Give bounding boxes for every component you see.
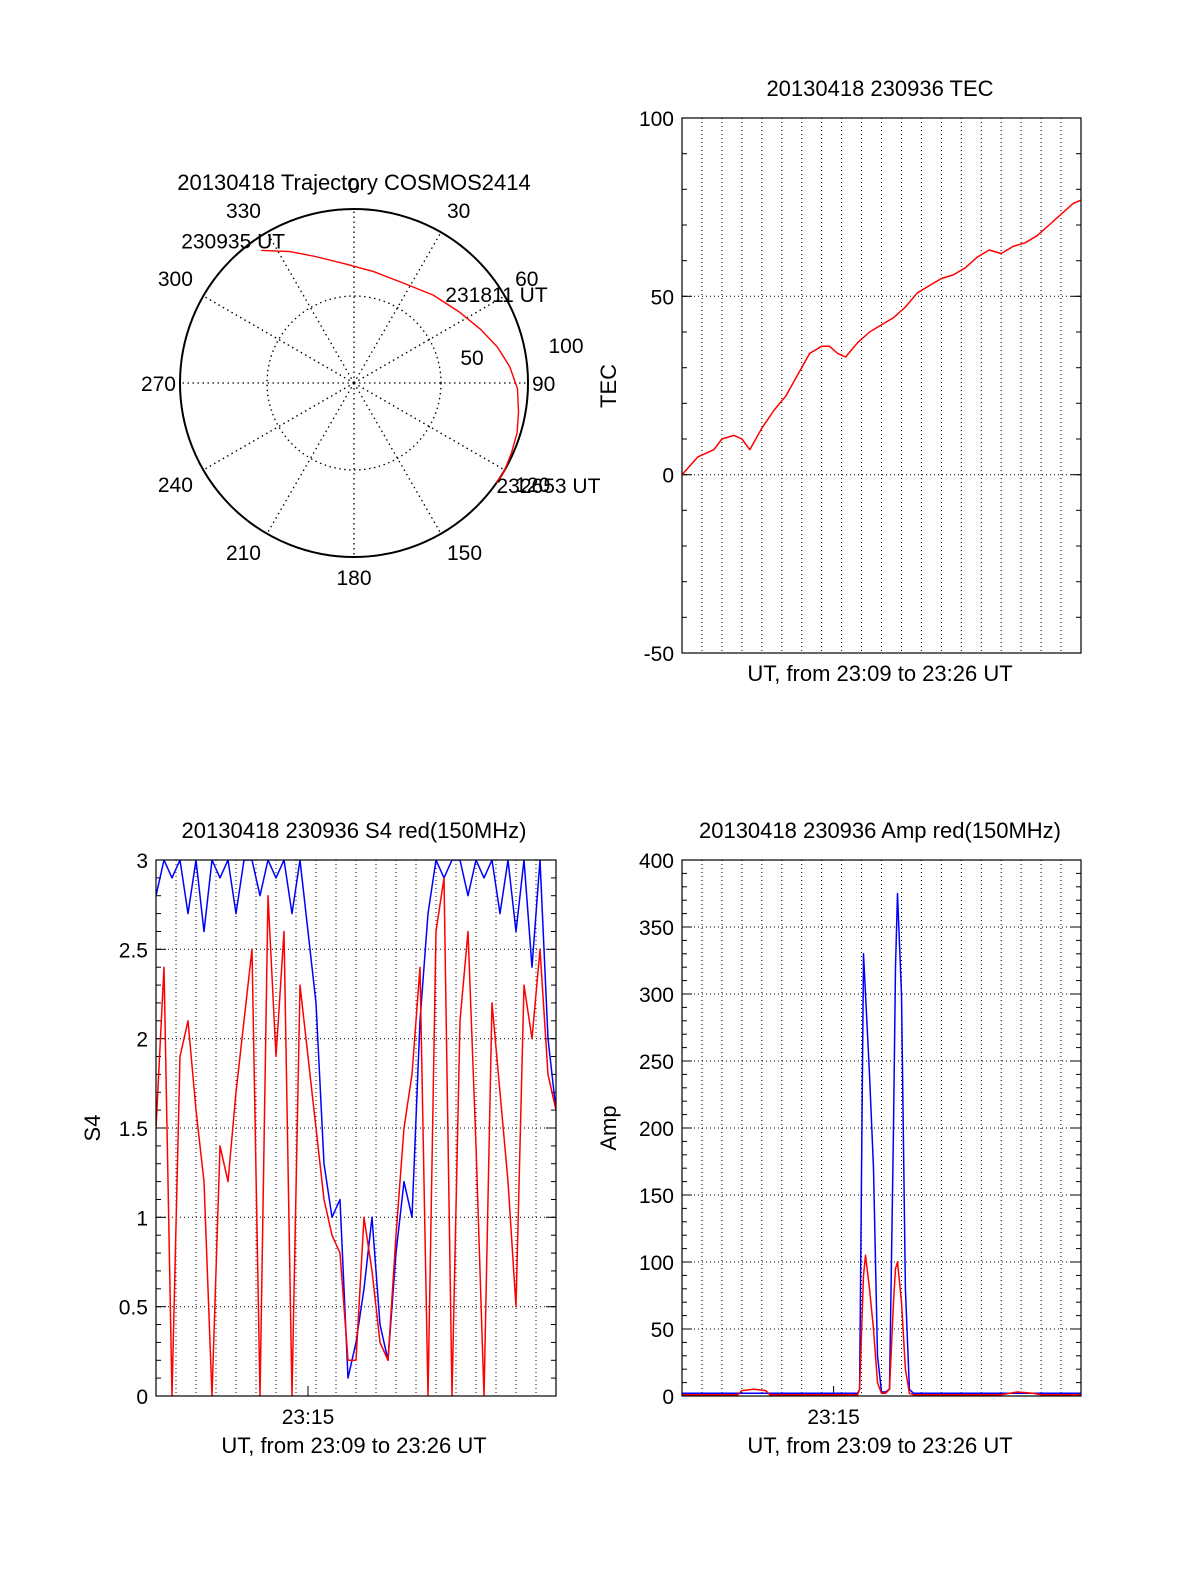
trajectory-annotation: 231811 UT — [445, 284, 548, 307]
polar-angle-label: 150 — [447, 542, 482, 565]
polar-spoke — [202, 295, 355, 384]
polar-radial-label: 100 — [548, 335, 583, 358]
trajectory-panel: 20130418 Trajectory COSMOS2414 0 30 60 90 12… — [141, 170, 601, 590]
amp-title: 20130418 230936 Amp red(150MHz) — [699, 818, 1061, 843]
polar-angle-label: 90 — [532, 373, 555, 396]
y-tick-label: 3 — [136, 850, 148, 873]
polar-spoke — [266, 231, 355, 384]
amp-panel: 20130418 230936 Amp red(150MHz) 0 50 100 15… — [596, 818, 1082, 1458]
polar-spoke — [353, 382, 442, 535]
y-tick-label: 100 — [639, 1252, 674, 1275]
plot-frame — [681, 117, 1082, 654]
polar-spoke — [353, 382, 506, 471]
series-line-red — [682, 199, 1081, 476]
series-line-blue — [682, 892, 1081, 1395]
tec-plot-area: -50 0 50 100 — [639, 108, 1082, 666]
series-group — [682, 199, 1081, 476]
y-tick-label: 200 — [639, 1118, 674, 1141]
tec-title: 20130418 230936 TEC — [766, 76, 993, 101]
trajectory-title: 20130418 Trajectory COSMOS2414 — [177, 170, 530, 195]
y-tick-label: 400 — [639, 850, 674, 873]
y-tick-label: 0 — [662, 1386, 674, 1409]
amp-xlabel: UT, from 23:09 to 23:26 UT — [747, 1433, 1012, 1458]
polar-angle-label: 0 — [348, 175, 360, 198]
y-tick-label: 0.5 — [119, 1297, 148, 1320]
s4-xlabel: UT, from 23:09 to 23:26 UT — [221, 1433, 486, 1458]
polar-spoke — [202, 382, 355, 471]
series-line-red — [156, 877, 556, 1396]
s4-ylabel: S4 — [80, 1115, 105, 1142]
y-tick-label: 0 — [136, 1386, 148, 1409]
polar-spoke — [353, 231, 442, 384]
trajectory-annotation: 232653 UT — [497, 475, 601, 498]
y-tick-label: 150 — [639, 1185, 674, 1208]
series-line-blue — [156, 860, 556, 1379]
polar-angle-label: 330 — [226, 200, 261, 223]
amp-plot-area: 0 50 100 150 200 250 300 350 400 23:15 — [639, 850, 1082, 1429]
plot-frame — [155, 859, 557, 1397]
x-tick-label: 23:15 — [282, 1406, 335, 1429]
y-tick-label: 2.5 — [119, 939, 148, 962]
y-tick-label: 300 — [639, 984, 674, 1007]
y-tick-label: 350 — [639, 917, 674, 940]
polar-series — [261, 249, 520, 484]
polar-angle-label: 300 — [158, 268, 193, 291]
trajectory-annotation: 230935 UT — [181, 230, 285, 253]
y-tick-label: 100 — [639, 108, 674, 131]
y-tick-label: -50 — [644, 643, 674, 666]
polar-angle-label: 180 — [336, 567, 371, 590]
tec-ylabel: TEC — [596, 364, 621, 408]
polar-angle-label: 240 — [158, 474, 193, 497]
polar-spoke — [353, 295, 506, 384]
s4-plot-area: 0 0.5 1 1.5 2 2.5 3 23:15 — [119, 850, 557, 1429]
y-tick-label: 1 — [136, 1207, 148, 1230]
x-tick-label: 23:15 — [807, 1406, 860, 1429]
polar-spoke — [266, 382, 355, 535]
y-tick-label: 250 — [639, 1051, 674, 1074]
s4-title: 20130418 230936 S4 red(150MHz) — [182, 818, 527, 843]
trajectory-line — [261, 249, 520, 484]
s4-panel: 20130418 230936 S4 red(150MHz) 0 0.5 1 1.5 2… — [80, 818, 557, 1458]
polar-outer-circle — [179, 208, 529, 558]
polar-angle-label: 270 — [141, 373, 176, 396]
polar-angle-label: 30 — [447, 200, 470, 223]
amp-ylabel: Amp — [596, 1105, 621, 1150]
polar-labels: 0 30 60 90 120 150 180 210 240 270 300 330 50 100 — [141, 175, 584, 590]
y-tick-label: 50 — [651, 1319, 674, 1342]
series-group — [682, 892, 1081, 1396]
tec-panel: 20130418 230936 TEC -50 0 50 100 UT, from 2… — [596, 76, 1082, 686]
y-tick-label: 0 — [662, 465, 674, 488]
plot-frame — [681, 859, 1082, 1397]
polar-radial-label: 50 — [460, 347, 483, 370]
polar-angle-label: 120 — [515, 474, 550, 497]
y-tick-label: 2 — [136, 1029, 148, 1052]
polar-angle-label: 210 — [226, 542, 261, 565]
polar-annotations: 230935 UT 231811 UT 232653 UT — [181, 230, 600, 497]
tec-xlabel: UT, from 23:09 to 23:26 UT — [747, 661, 1012, 686]
y-tick-label: 1.5 — [119, 1118, 148, 1141]
series-line-red — [682, 1254, 1081, 1396]
polar-grid — [179, 208, 529, 558]
polar-grid-circle — [266, 295, 442, 471]
polar-angle-label: 60 — [515, 268, 538, 291]
y-tick-label: 50 — [651, 286, 674, 309]
series-group — [156, 860, 556, 1396]
